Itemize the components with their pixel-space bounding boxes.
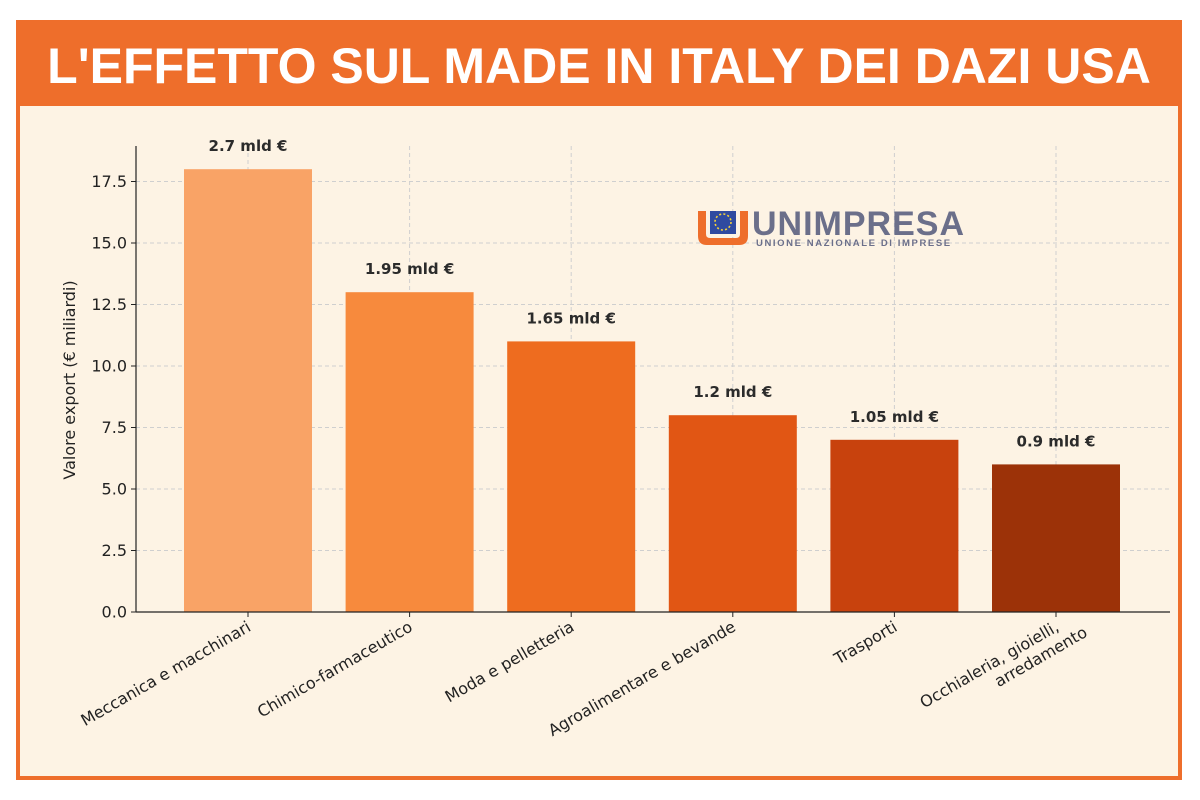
bar bbox=[992, 464, 1120, 612]
x-tick-label: Chimico-farmaceutico bbox=[254, 617, 416, 721]
x-tick-label: Agroalimentare e bevande bbox=[545, 617, 739, 740]
value-label: 1.2 mld € bbox=[693, 383, 772, 401]
logo-emblem-icon bbox=[698, 211, 748, 245]
y-tick-label: 2.5 bbox=[102, 541, 127, 560]
bar bbox=[184, 169, 312, 612]
chart-frame: L'EFFETTO SUL MADE IN ITALY DEI DAZI USA… bbox=[16, 20, 1182, 780]
x-ticks: Meccanica e macchinari Chimico-farmaceuti… bbox=[78, 606, 1091, 740]
y-tick-label: 5.0 bbox=[102, 480, 127, 499]
x-tick-label: Occhialeria, gioielli,arredamento bbox=[917, 606, 1091, 728]
y-ticks: 0.0 2.5 5.0 7.5 10.0 12.5 15.0 17.5 bbox=[91, 172, 136, 622]
logo-subtitle: UNIONE NAZIONALE DI IMPRESE bbox=[756, 238, 952, 249]
y-tick-label: 12.5 bbox=[91, 295, 127, 314]
bar bbox=[830, 439, 959, 612]
bar bbox=[668, 415, 797, 612]
x-tick-label: Meccanica e macchinari bbox=[78, 617, 254, 730]
axes bbox=[135, 146, 1170, 613]
y-tick-label: 0.0 bbox=[102, 603, 127, 622]
y-tick-label: 17.5 bbox=[91, 172, 127, 191]
chart-title: L'EFFETTO SUL MADE IN ITALY DEI DAZI USA… bbox=[47, 38, 1151, 186]
y-tick-label: 7.5 bbox=[102, 418, 127, 437]
value-label: 0.9 mld € bbox=[1017, 432, 1096, 450]
x-tick-label: Trasporti bbox=[830, 617, 900, 669]
value-label: 1.65 mld € bbox=[526, 309, 615, 327]
value-label: 1.95 mld € bbox=[365, 260, 454, 278]
bar bbox=[345, 292, 474, 612]
unimpresa-logo: UNIMPRESA UNIONE NAZIONALE DI IMPRESE bbox=[698, 205, 965, 249]
y-axis-label: Valore export (€ miliardi) bbox=[60, 280, 79, 479]
bar bbox=[507, 341, 636, 612]
y-tick-label: 15.0 bbox=[91, 234, 127, 253]
x-tick-label: Moda e pelletteria bbox=[442, 617, 578, 706]
value-labels: 2.7 mld € 1.95 mld € 1.65 mld € 1.2 mld € 1.… bbox=[209, 137, 1096, 450]
logo-text: UNIMPRESA bbox=[752, 205, 965, 243]
value-label: 2.7 mld € bbox=[209, 137, 288, 155]
bars bbox=[184, 169, 1120, 612]
value-label: 1.05 mld € bbox=[850, 408, 939, 426]
y-tick-label: 10.0 bbox=[91, 357, 127, 376]
